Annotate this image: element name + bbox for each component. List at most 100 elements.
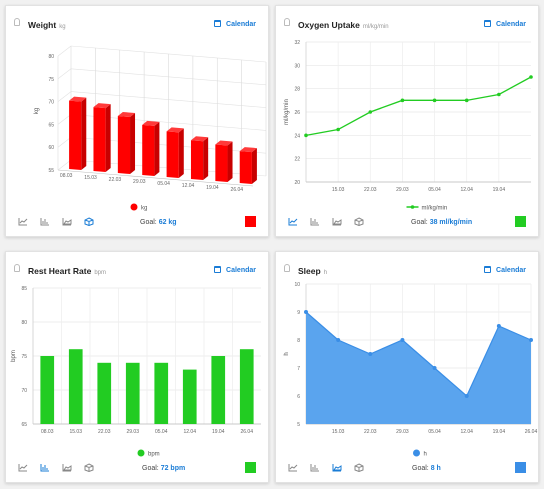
data-point xyxy=(336,338,341,342)
bar-top xyxy=(69,96,87,102)
y-tick-label: 55 xyxy=(48,168,54,174)
legend-swatch xyxy=(413,449,420,457)
x-tick-label: 29.03 xyxy=(396,187,409,193)
weight-chart: 55 60 65 70 75 80 kg 08.03 15.03 22.03 29.03 05.04 1… xyxy=(34,45,267,212)
panel-unit: ml/kg/min xyxy=(362,24,389,30)
y-tick-label: 80 xyxy=(48,54,54,60)
x-tick-label: 08.03 xyxy=(60,173,73,179)
data-point xyxy=(432,366,437,370)
legend-swatch xyxy=(130,203,138,211)
x-tick-label: 15.03 xyxy=(332,429,345,435)
x-tick-label: 29.03 xyxy=(133,179,146,185)
pin-icon[interactable] xyxy=(14,18,20,26)
data-point xyxy=(529,338,533,342)
line-chart-icon[interactable] xyxy=(288,463,298,472)
x-tick-label: 19.04 xyxy=(493,429,506,435)
y-tick-label: 5 xyxy=(297,422,300,428)
line-chart-icon[interactable] xyxy=(18,463,28,472)
goal-text: Goal: 72 bpm xyxy=(142,465,186,472)
pin-icon[interactable] xyxy=(284,264,290,272)
pin-icon[interactable] xyxy=(284,18,290,26)
area-chart-icon[interactable] xyxy=(332,217,342,226)
bar xyxy=(125,362,140,424)
bar-chart-icon[interactable] xyxy=(310,463,320,472)
grid-line xyxy=(57,114,72,125)
y-tick-label: 70 xyxy=(21,388,27,394)
x-tick-label: 26.04 xyxy=(231,187,244,193)
oxygen-chart: 20 22 24 26 28 30 32 ml/kg/min 15.03 22.03 29.03 05… xyxy=(284,40,533,212)
area-chart-icon[interactable] xyxy=(332,463,342,472)
bar xyxy=(215,144,228,182)
cube-icon[interactable] xyxy=(84,463,94,472)
calendar-button[interactable]: Calendar xyxy=(214,266,256,274)
y-tick-label: 65 xyxy=(21,422,27,428)
cube-icon[interactable] xyxy=(84,217,94,226)
x-tick-label: 12.04 xyxy=(460,187,473,193)
y-tick-label: 75 xyxy=(21,354,27,360)
x-tick-label: 05.04 xyxy=(155,429,168,435)
x-tick-label: 12.04 xyxy=(460,429,473,435)
bar-top xyxy=(117,112,136,117)
line-chart-icon[interactable] xyxy=(288,217,298,226)
color-swatch[interactable] xyxy=(245,462,256,473)
sleep-panel-header: Sleep h Calendar xyxy=(276,252,538,282)
bar xyxy=(69,100,82,170)
calendar-icon xyxy=(214,20,222,27)
bar-top xyxy=(142,120,160,126)
area-chart-icon[interactable] xyxy=(62,217,72,226)
x-tick-label: 08.03 xyxy=(41,429,54,435)
series-line xyxy=(305,76,532,136)
legend-label: ml/kg/min xyxy=(422,206,448,212)
oxygen-uptake-panel: Oxygen Uptake ml/kg/min Calendar 20 22 24 26… xyxy=(275,5,539,237)
calendar-button[interactable]: Calendar xyxy=(214,20,256,28)
area-chart-icon[interactable] xyxy=(62,463,72,472)
x-tick-label: 15.03 xyxy=(69,429,82,435)
x-tick-label: 05.04 xyxy=(428,187,441,193)
panel-unit: h xyxy=(323,270,328,276)
color-swatch[interactable] xyxy=(515,462,526,473)
bar xyxy=(40,356,55,424)
panel-title: Weight kg xyxy=(28,20,66,30)
data-point xyxy=(529,75,533,79)
color-swatch[interactable] xyxy=(245,216,256,227)
cube-icon[interactable] xyxy=(354,463,364,472)
y-tick-label: 85 xyxy=(21,286,27,292)
cube-icon[interactable] xyxy=(354,217,364,226)
x-tick-label: 05.04 xyxy=(157,181,170,187)
y-tick-label: 9 xyxy=(297,310,300,316)
bar xyxy=(166,131,179,178)
legend-label: h xyxy=(424,452,427,458)
y-tick-label: 26 xyxy=(294,110,300,116)
calendar-button[interactable]: Calendar xyxy=(484,266,526,274)
color-swatch[interactable] xyxy=(515,216,526,227)
bar xyxy=(68,349,83,424)
heart-rate-chart: 65 70 75 80 85 bpm 08.03 15.03 22.03 29.03 05.04 12… xyxy=(11,286,261,458)
y-tick-label: 24 xyxy=(294,133,300,139)
y-tick-label: 32 xyxy=(294,40,300,46)
data-point xyxy=(304,310,308,314)
y-tick-label: 28 xyxy=(294,87,300,93)
line-chart-icon[interactable] xyxy=(18,217,28,226)
data-point xyxy=(432,98,437,103)
pin-icon[interactable] xyxy=(14,264,20,272)
grid-line xyxy=(57,91,72,102)
x-tick-label: 19.04 xyxy=(493,187,506,193)
y-tick-label: 7 xyxy=(297,366,300,372)
data-point xyxy=(336,127,340,132)
y-tick-label: 22 xyxy=(294,157,300,163)
bar-chart-icon[interactable] xyxy=(310,217,320,226)
calendar-button[interactable]: Calendar xyxy=(484,20,526,28)
bar-side xyxy=(251,148,257,184)
bar-chart-icon[interactable] xyxy=(40,463,50,472)
bar-chart-icon[interactable] xyxy=(40,217,50,226)
goal-text: Goal: 8 h xyxy=(412,465,441,472)
panel-title: Rest Heart Rate bpm xyxy=(28,266,106,276)
bar xyxy=(154,362,169,424)
calendar-icon xyxy=(484,20,492,27)
bar-top xyxy=(239,147,257,153)
bar-side xyxy=(81,97,87,170)
bar xyxy=(211,356,226,424)
bar xyxy=(97,362,112,424)
weight-panel: Weight kg Calendar 55 60 65 70 75 80 kg 08.03 15.… xyxy=(5,5,269,237)
y-axis-label: h xyxy=(284,352,290,355)
